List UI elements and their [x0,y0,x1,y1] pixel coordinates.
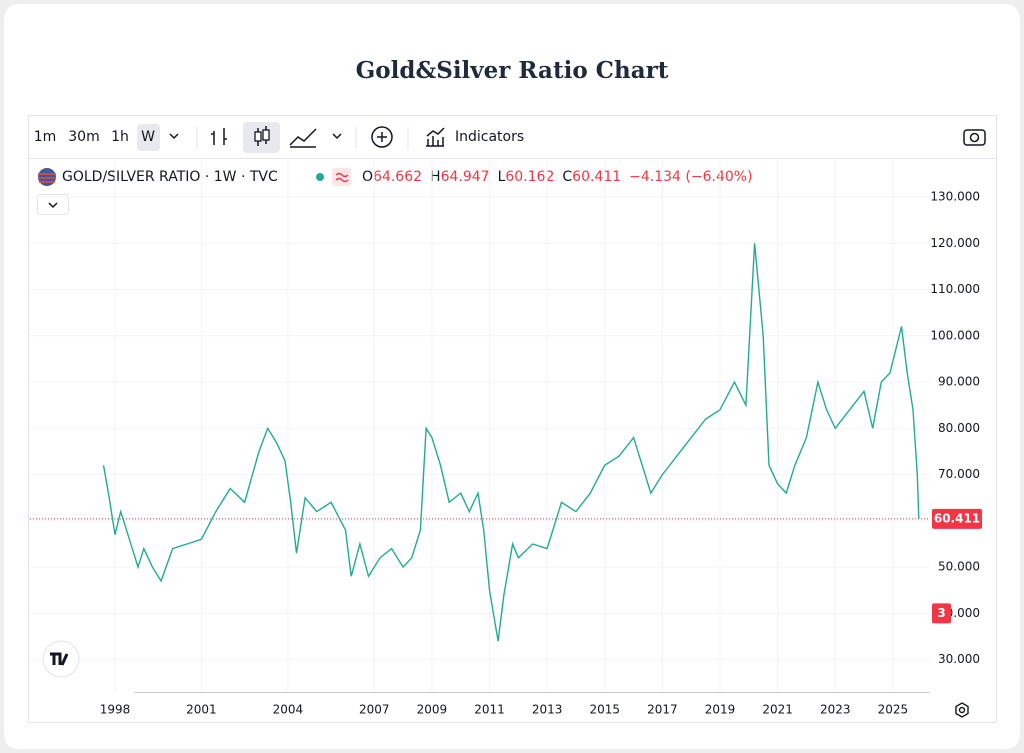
chart-widget [28,115,997,723]
session-badge [332,168,351,186]
x-tick-label: 2007 [359,703,390,717]
x-tick-label: 2019 [705,703,736,717]
legend-toggle[interactable] [37,194,69,215]
indicators-icon[interactable] [426,127,445,147]
quote-value: 64.947 [441,169,490,185]
interval-button[interactable]: 1m [34,129,57,145]
logo [50,652,69,666]
quote-value: 60.162 [505,169,554,185]
indicators-button[interactable]: Indicators [455,129,524,145]
candles-icon[interactable] [254,131,262,142]
chart-type-menu[interactable] [332,133,342,140]
last-price-badge [932,508,982,529]
event-badge-label: 3 [937,606,945,620]
y-tick-label: 100.000 [930,328,980,342]
x-tick-label: 2001 [186,703,217,717]
interval-active-bg [137,124,160,151]
status-dot [316,173,324,181]
quote-key: H [430,169,441,185]
flag-icon [38,168,56,186]
x-tick-label: 2017 [647,703,678,717]
flag-icon [38,173,56,183]
event-badge [932,603,951,624]
add-icon[interactable] [377,132,387,142]
settings-icon[interactable] [955,702,969,718]
x-tick-label: 2023 [820,703,851,717]
quote-value: 64.662 [373,169,422,185]
y-tick-label: 30.000 [938,652,980,666]
candles-icon[interactable] [262,129,270,141]
bars-icon[interactable] [211,128,227,145]
y-tick-label: 70.000 [938,467,980,481]
camera-icon[interactable] [969,132,980,143]
x-tick-label: 2004 [273,703,304,717]
legend-toggle[interactable] [48,202,58,209]
interval-button[interactable]: 1h [111,129,129,145]
x-tick-label: 2009 [417,703,448,717]
y-tick-label: 90.000 [938,375,980,389]
x-tick-label: 2011 [474,703,505,717]
interval-menu[interactable] [169,133,179,140]
price-line [102,243,920,642]
add-icon[interactable] [371,126,393,148]
session-badge [335,172,349,183]
x-tick-label: 2015 [589,703,620,717]
x-tick-label: 2021 [762,703,793,717]
y-tick-label: 130.000 [930,190,980,204]
settings-icon[interactable] [958,706,966,714]
x-tick-label: 2025 [878,703,909,717]
y-tick-label: 50.000 [938,560,980,574]
x-tick-label: 1998 [100,703,131,717]
x-tick-label: 2013 [532,703,563,717]
interval-button[interactable]: 30m [68,129,99,145]
page-title: Gold&Silver Ratio Chart [356,57,669,84]
quote-key: O [362,169,373,185]
quote-change: −4.134 (−6.40%) [629,169,752,185]
y-tick-label: 110.000 [930,282,980,296]
quote-key: L [498,169,506,185]
y-tick-label: 120.000 [930,236,980,250]
quote-key: C [562,169,572,185]
camera-icon[interactable] [963,129,986,146]
last-price-label: 60.411 [934,511,980,525]
quote-value: 60.411 [572,169,621,185]
interval-button[interactable]: W [141,129,155,145]
symbol-label: GOLD/SILVER RATIO · 1W · TVC [62,169,278,185]
area-icon[interactable] [289,128,317,148]
y-tick-label: 80.000 [938,421,980,435]
